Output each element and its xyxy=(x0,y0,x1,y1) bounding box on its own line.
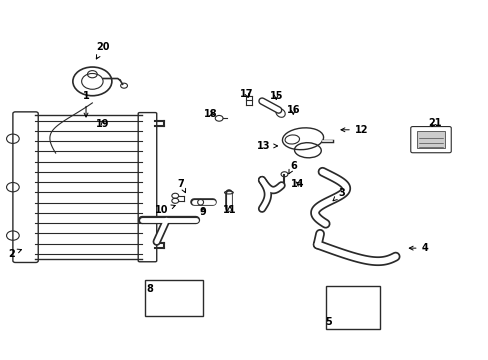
Text: 13: 13 xyxy=(257,141,277,151)
Text: 19: 19 xyxy=(96,120,110,129)
Text: 14: 14 xyxy=(291,179,304,189)
Text: 8: 8 xyxy=(146,284,153,294)
Text: 9: 9 xyxy=(199,207,206,217)
Text: 16: 16 xyxy=(286,105,300,115)
Text: 3: 3 xyxy=(332,188,345,201)
Text: 18: 18 xyxy=(203,109,217,119)
Text: 15: 15 xyxy=(269,91,283,101)
Text: 20: 20 xyxy=(96,42,110,59)
Text: 17: 17 xyxy=(240,89,253,99)
Text: 7: 7 xyxy=(177,179,185,193)
Text: 12: 12 xyxy=(340,125,367,135)
Bar xyxy=(416,131,444,148)
Text: 11: 11 xyxy=(223,206,236,216)
Text: 5: 5 xyxy=(325,317,331,327)
Bar xyxy=(326,286,379,329)
Text: 4: 4 xyxy=(408,243,427,253)
Text: 10: 10 xyxy=(155,205,175,216)
Text: 1: 1 xyxy=(82,91,89,117)
Bar xyxy=(144,280,203,316)
Text: 2: 2 xyxy=(8,248,21,258)
Text: 6: 6 xyxy=(288,161,296,174)
Text: 21: 21 xyxy=(427,118,441,128)
